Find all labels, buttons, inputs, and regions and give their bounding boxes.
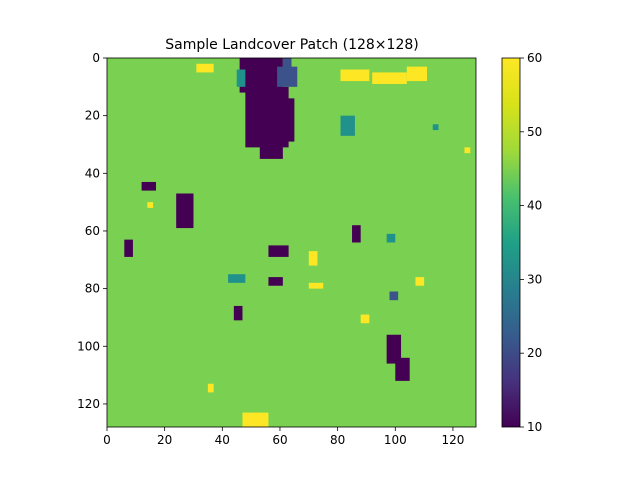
x-tick-label: 40 <box>215 433 230 447</box>
colorbar-gradient <box>501 57 521 428</box>
heatmap-patch-5 <box>176 193 194 229</box>
y-tick-label: 60 <box>85 224 100 238</box>
heatmap-patch-4 <box>141 181 157 191</box>
colorbar-tick-label: 50 <box>527 125 542 139</box>
heatmap-patch-9 <box>268 277 283 286</box>
heatmap-patch-8 <box>352 225 361 243</box>
x-tick-label: 20 <box>157 433 172 447</box>
heatmap-plot-area <box>106 57 477 428</box>
y-tick-label: 20 <box>85 109 100 123</box>
x-tick-label: 80 <box>330 433 345 447</box>
plot-frame <box>106 57 477 428</box>
heatmap-patch-31 <box>147 202 154 208</box>
chart-title: Sample Landcover Patch (128×128) <box>165 37 418 53</box>
heatmap-patch-19 <box>386 233 396 243</box>
x-tick-label: 60 <box>272 433 287 447</box>
y-tick-label: 120 <box>77 397 100 411</box>
x-tick-label: 120 <box>441 433 464 447</box>
heatmap-patch-11 <box>386 334 402 364</box>
heatmap-patch-6 <box>124 239 133 257</box>
colorbar-tick-label: 30 <box>527 272 542 286</box>
heatmap-patch-25 <box>308 251 318 266</box>
y-tick-label: 0 <box>92 51 100 65</box>
heatmap-patch-1 <box>245 86 289 148</box>
heatmap-patch-26 <box>308 282 324 289</box>
heatmap-patch-20 <box>432 124 439 131</box>
heatmap-patch-2 <box>259 141 283 159</box>
heatmap-patch-10 <box>233 305 243 321</box>
colorbar: 10 20 30 40 50 60 <box>501 51 542 434</box>
heatmap-patch-21 <box>196 63 214 73</box>
heatmap-patch-17 <box>236 69 246 87</box>
heatmap-patch-3 <box>282 98 295 142</box>
colorbar-tick-label: 10 <box>527 420 542 434</box>
colorbar-tick-label: 40 <box>527 199 542 213</box>
colorbar-tick-label: 60 <box>527 51 542 65</box>
x-axis: 0 20 40 60 80 100 120 <box>103 427 464 447</box>
heatmap-patch-30 <box>207 383 214 393</box>
y-tick-label: 100 <box>77 339 100 353</box>
heatmap-patch-28 <box>415 277 425 286</box>
heatmap-patch-32 <box>464 147 471 154</box>
heatmap-patch-16 <box>340 115 355 136</box>
y-tick-label: 40 <box>85 166 100 180</box>
heatmap-patch-24 <box>406 66 427 82</box>
heatmap-patch-12 <box>395 357 410 381</box>
heatmap-patch-15 <box>389 291 399 301</box>
heatmap-patch-27 <box>360 314 370 324</box>
heatmap-patch-7 <box>268 245 289 257</box>
heatmap-patch-22 <box>340 69 370 82</box>
heatmap-patch-14 <box>282 58 292 70</box>
heatmap-patch-18 <box>228 274 246 283</box>
x-tick-label: 100 <box>384 433 407 447</box>
heatmap-patch-29 <box>242 412 269 427</box>
y-axis: 0 20 40 60 80 100 120 <box>77 51 107 411</box>
landcover-patches <box>124 58 471 427</box>
heatmap-patch-13 <box>277 66 298 87</box>
colorbar-ticks: 10 20 30 40 50 60 <box>520 51 542 434</box>
heatmap-patch-23 <box>372 72 407 84</box>
y-tick-label: 80 <box>85 282 100 296</box>
x-tick-label: 0 <box>103 433 111 447</box>
colorbar-tick-label: 20 <box>527 346 542 360</box>
